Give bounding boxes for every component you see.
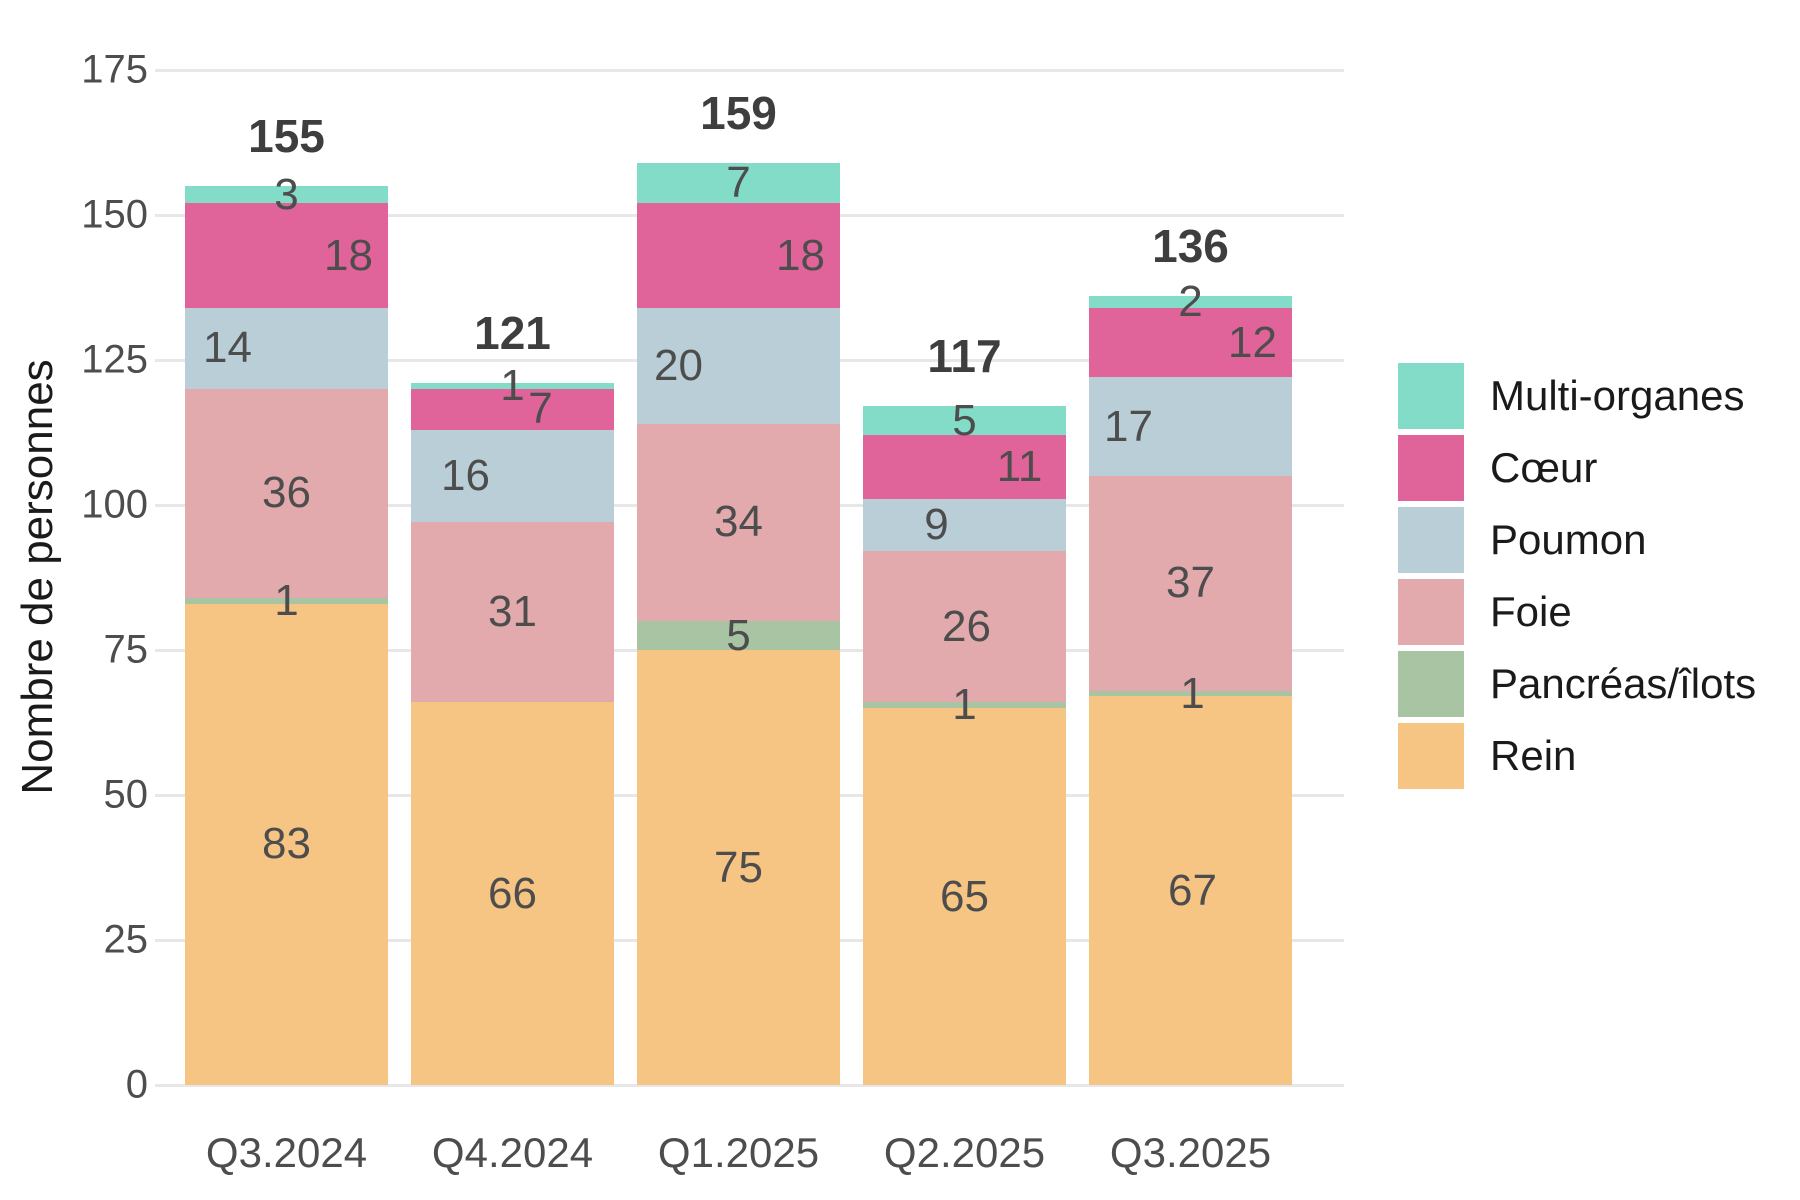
legend-label: Cœur [1490, 444, 1598, 491]
bar-segment-cœur [411, 389, 614, 430]
segment-label: 9 [924, 500, 949, 550]
legend-swatch [1398, 579, 1464, 645]
legend-swatch [1398, 435, 1464, 501]
gridline-y-0 [155, 1083, 1344, 1087]
x-tick-label: Q2.2025 [883, 1129, 1046, 1176]
legend-label: Poumon [1490, 516, 1647, 563]
x-tick-label: Q3.2025 [1109, 1129, 1272, 1176]
segment-label: 7 [528, 384, 553, 434]
y-tick-label: 125 [81, 337, 148, 382]
total-label: 117 [927, 330, 1002, 383]
segment-label: 75 [714, 842, 763, 892]
bar-segment-foie [411, 522, 614, 703]
bar-segment-poumon [863, 499, 1066, 552]
y-tick-label: 50 [103, 772, 149, 817]
segment-label: 37 [1166, 558, 1215, 608]
bar-segment-multi-organes [185, 186, 388, 204]
x-tick-label: Q1.2025 [657, 1129, 820, 1176]
segment-label: 18 [776, 230, 825, 280]
bar-segment-cœur [1089, 307, 1292, 378]
legend-swatch [1398, 651, 1464, 717]
bar-segment-rein [1089, 696, 1292, 1085]
y-tick-label: 100 [81, 482, 148, 527]
total-label: 155 [248, 110, 325, 162]
bar-segment-cœur [863, 435, 1066, 500]
legend-swatch [1398, 723, 1464, 789]
bar-segment-foie [863, 551, 1066, 703]
bar-segment-pancréas/îlots [863, 702, 1066, 708]
x-tick-label: Q4.2024 [431, 1129, 594, 1176]
y-tick-label: 25 [103, 917, 149, 962]
segment-label: 7 [726, 158, 751, 208]
y-tick-label: 0 [125, 1062, 148, 1107]
segment-label: 65 [940, 871, 989, 921]
segment-label: 1 [500, 361, 525, 411]
gridline-y-175 [155, 68, 1344, 72]
segment-label: 34 [714, 497, 763, 547]
bar-segment-multi-organes [863, 406, 1066, 436]
bar-segment-poumon [1089, 377, 1292, 476]
segment-label: 11 [996, 442, 1043, 492]
bar-segment-multi-organes [411, 383, 614, 389]
segment-label: 66 [488, 868, 537, 918]
legend-label: Pancréas/îlots [1490, 660, 1757, 707]
bar-segment-foie [185, 389, 388, 598]
bar-segment-pancréas/îlots [1089, 690, 1292, 697]
total-label: 121 [474, 307, 551, 360]
bar-segment-foie [1089, 476, 1292, 691]
segment-label: 36 [262, 468, 311, 518]
bar-segment-rein [185, 603, 388, 1085]
bar-segment-rein [637, 650, 840, 1085]
y-axis-title: Nombre de personnes [13, 359, 62, 795]
bar-segment-rein [863, 708, 1066, 1085]
segment-label: 5 [726, 610, 751, 660]
bar-segment-cœur [185, 203, 388, 308]
bar-segment-cœur [637, 203, 840, 308]
legend-label: Rein [1490, 732, 1577, 779]
segment-label: 3 [274, 169, 299, 219]
bar-segment-multi-organes [637, 162, 840, 204]
bar-segment-poumon [185, 307, 388, 389]
total-label: 136 [1152, 220, 1229, 273]
segment-label: 18 [324, 230, 373, 280]
segment-label: 67 [1168, 865, 1217, 915]
segment-label: 1 [274, 575, 299, 625]
legend-swatch [1398, 507, 1464, 573]
bar-segment-pancréas/îlots [637, 621, 840, 650]
y-tick-label: 150 [81, 192, 148, 237]
segment-label: 12 [1228, 317, 1277, 367]
segment-label: 1 [1180, 668, 1205, 718]
x-tick-label: Q3.2024 [205, 1129, 368, 1176]
bar-segment-poumon [411, 429, 614, 523]
bar-segment-rein [411, 702, 614, 1085]
segment-label: 5 [952, 395, 977, 445]
y-tick-label: 75 [103, 627, 149, 672]
bar-segment-foie [637, 423, 840, 621]
segment-label: 83 [262, 819, 311, 869]
segment-label: 14 [203, 323, 252, 373]
total-label: 159 [700, 86, 777, 139]
segment-label: 20 [654, 340, 703, 390]
segment-label: 17 [1104, 401, 1153, 451]
bar-segment-pancréas/îlots [185, 597, 388, 604]
legend-swatch [1398, 363, 1464, 429]
segment-label: 31 [488, 587, 537, 637]
legend-label: Multi-organes [1490, 372, 1745, 419]
segment-label: 1 [952, 680, 977, 730]
bar-segment-poumon [637, 307, 840, 424]
legend-label: Foie [1490, 588, 1572, 635]
segment-label: 2 [1178, 277, 1203, 326]
segment-label: 26 [942, 601, 991, 651]
y-tick-label: 175 [81, 47, 148, 92]
segment-label: 16 [441, 451, 490, 500]
bar-segment-multi-organes [1089, 296, 1292, 308]
